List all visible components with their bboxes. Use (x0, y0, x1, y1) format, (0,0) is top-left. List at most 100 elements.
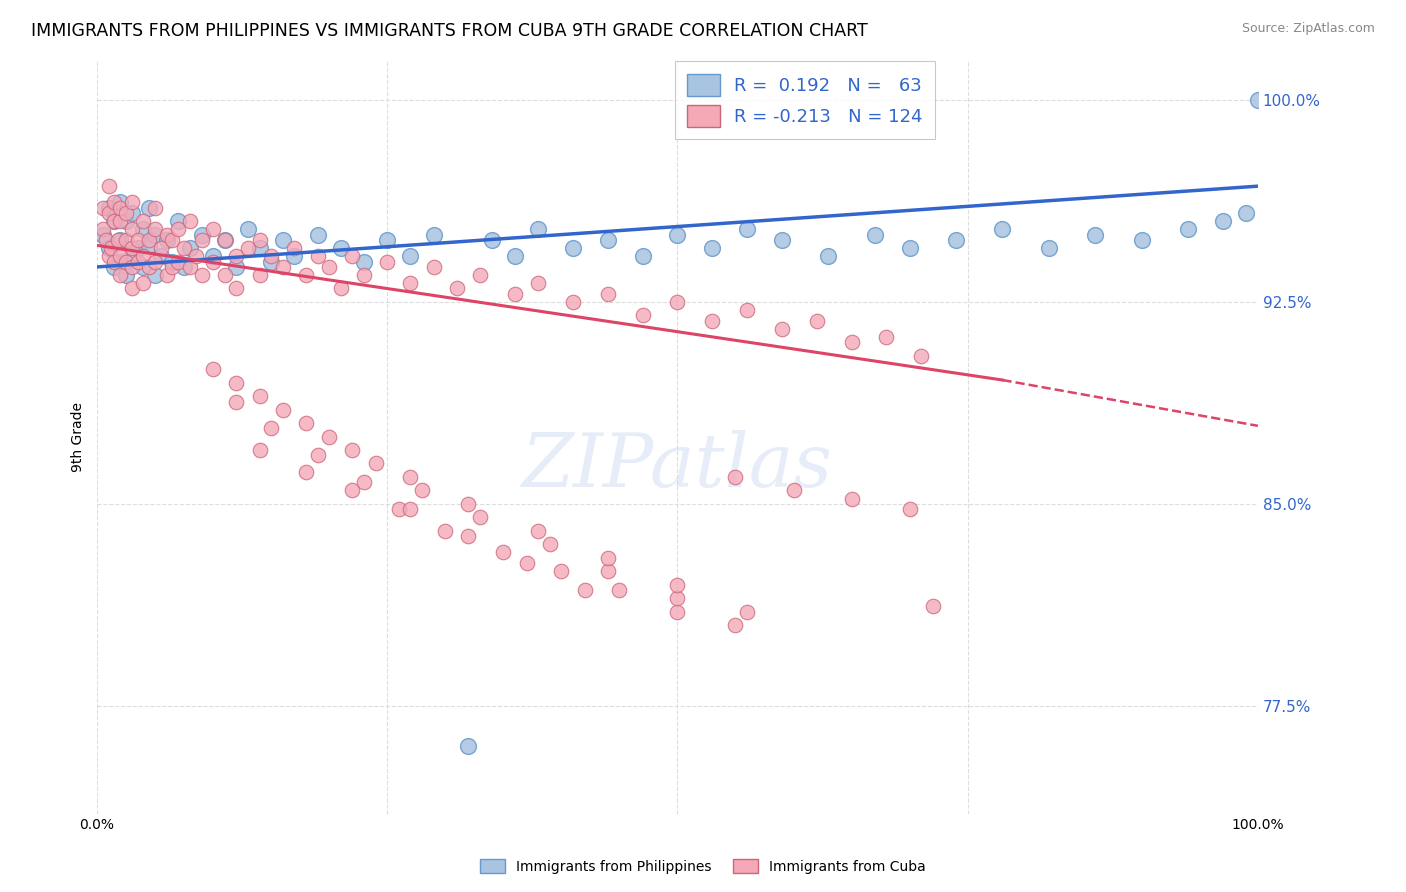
Point (121, 195, 143, 210)
Point (666, 605, 689, 619)
Point (121, 281, 143, 295)
Point (138, 238, 160, 252)
Point (127, 254, 149, 268)
Point (353, 475, 375, 490)
Point (143, 227, 166, 242)
Point (121, 222, 143, 236)
Point (225, 249, 247, 263)
Point (156, 227, 179, 242)
Point (422, 227, 444, 242)
Text: ZIPatlas: ZIPatlas (522, 431, 832, 503)
Point (202, 249, 225, 263)
Point (225, 376, 247, 390)
Point (283, 241, 305, 255)
Point (107, 233, 129, 247)
Point (91, 222, 114, 236)
Point (132, 222, 155, 236)
Point (388, 502, 411, 516)
Point (1247, 93, 1270, 107)
Point (97, 201, 120, 215)
Point (138, 201, 160, 215)
Point (167, 214, 190, 228)
Point (735, 303, 758, 318)
Point (318, 429, 340, 443)
Point (596, 564, 619, 578)
Point (399, 249, 422, 263)
Point (271, 402, 294, 417)
Point (190, 268, 212, 282)
Point (115, 268, 138, 282)
Point (318, 260, 340, 274)
Point (562, 241, 585, 255)
Point (202, 222, 225, 236)
Point (143, 254, 166, 268)
Point (283, 249, 305, 263)
Point (666, 591, 689, 606)
Point (249, 233, 271, 247)
Point (503, 286, 526, 301)
Point (527, 524, 550, 538)
Point (1234, 206, 1257, 220)
Point (110, 195, 132, 210)
Point (375, 233, 398, 247)
Point (898, 241, 921, 255)
Text: Source: ZipAtlas.com: Source: ZipAtlas.com (1241, 22, 1375, 36)
Point (945, 233, 967, 247)
Point (190, 233, 212, 247)
Point (179, 241, 201, 255)
Point (202, 254, 225, 268)
Point (666, 294, 689, 309)
Point (100, 241, 122, 255)
Point (162, 260, 184, 274)
Point (110, 254, 132, 268)
Point (1212, 214, 1234, 228)
Point (1130, 233, 1153, 247)
Point (121, 206, 143, 220)
Point (115, 233, 138, 247)
Point (143, 201, 166, 215)
Point (236, 241, 259, 255)
Point (156, 233, 179, 247)
Point (295, 268, 318, 282)
Point (91, 201, 114, 215)
Point (457, 529, 479, 543)
Point (702, 241, 724, 255)
Point (127, 241, 149, 255)
Point (503, 249, 526, 263)
Point (631, 249, 654, 263)
Point (173, 260, 195, 274)
Point (457, 497, 479, 511)
Point (353, 268, 375, 282)
Point (921, 599, 943, 614)
Point (97, 206, 120, 220)
Point (806, 314, 828, 328)
Point (527, 222, 550, 236)
Point (527, 276, 550, 290)
Point (295, 416, 318, 430)
Point (724, 470, 747, 484)
Point (97, 179, 120, 194)
Point (574, 582, 596, 597)
Point (863, 227, 886, 242)
Point (1177, 222, 1199, 236)
Point (97, 241, 120, 255)
Point (214, 233, 236, 247)
Point (179, 260, 201, 274)
Point (260, 254, 283, 268)
Point (110, 268, 132, 282)
Point (179, 214, 201, 228)
Point (103, 214, 125, 228)
Point (329, 281, 352, 295)
Point (399, 502, 422, 516)
Point (596, 233, 619, 247)
Point (132, 249, 155, 263)
Point (132, 260, 155, 274)
Point (735, 222, 758, 236)
Point (307, 449, 329, 463)
Point (121, 260, 143, 274)
Text: IMMIGRANTS FROM PHILIPPINES VS IMMIGRANTS FROM CUBA 9TH GRADE CORRELATION CHART: IMMIGRANTS FROM PHILIPPINES VS IMMIGRANT… (31, 22, 868, 40)
Point (162, 233, 184, 247)
Point (770, 233, 793, 247)
Point (103, 260, 125, 274)
Point (375, 254, 398, 268)
